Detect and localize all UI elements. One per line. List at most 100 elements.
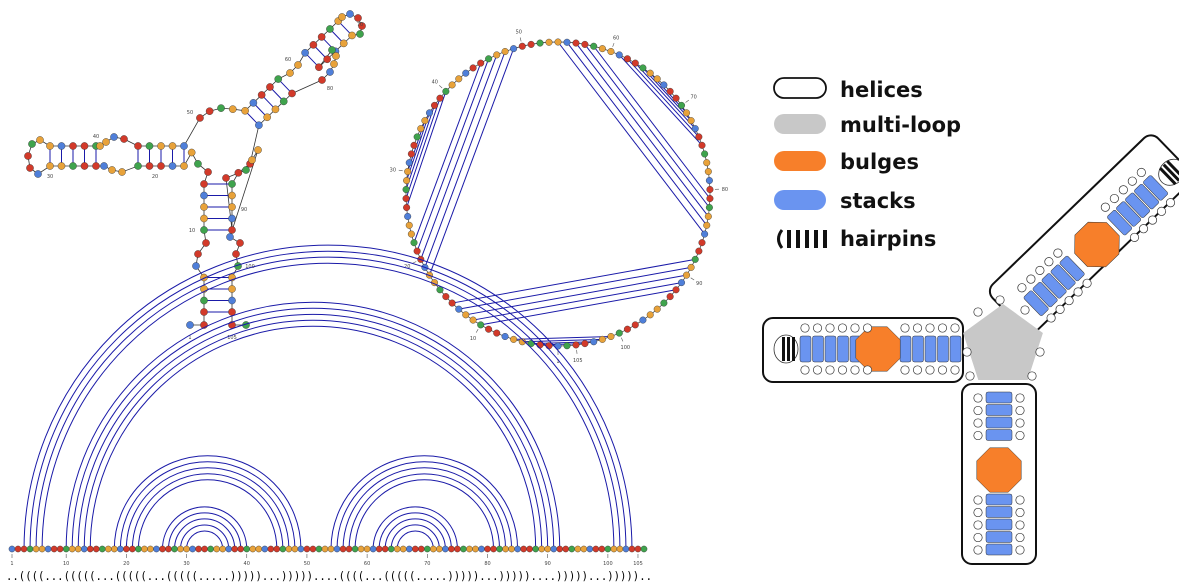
base-pair-chord (584, 44, 710, 208)
unpaired-nucleotide (973, 307, 983, 317)
nucleotide (493, 51, 501, 59)
base-pair-arc (89, 326, 537, 550)
nucleotide (607, 48, 615, 56)
unpaired-nucleotide (1044, 257, 1054, 267)
stack-segment (937, 335, 949, 363)
base-pair-chord (458, 266, 692, 310)
unpaired-nucleotide (1026, 274, 1036, 284)
nucleotide (563, 38, 571, 46)
nucleotide (510, 45, 518, 53)
nucleotide (358, 22, 366, 30)
legend-bulges-symbol (774, 151, 826, 171)
nucleotide (646, 311, 654, 319)
nucleotide (339, 39, 348, 48)
nucleotide (261, 545, 269, 553)
base-pair-arc (125, 467, 290, 550)
nucleotide (631, 321, 639, 329)
nucleotide (704, 168, 712, 176)
nucleotide (407, 230, 415, 238)
nucleotide (466, 545, 473, 553)
nucleotide (425, 109, 433, 117)
nucleotide (616, 545, 624, 553)
nucleotide (562, 545, 570, 553)
bulge-loop (855, 326, 901, 372)
unpaired-nucleotide (995, 295, 1005, 305)
unpaired-nucleotide (812, 323, 823, 333)
nucleotide (69, 142, 77, 150)
nucleotide (187, 148, 196, 157)
unpaired-nucleotide (1027, 371, 1037, 381)
nucleotide (309, 545, 317, 553)
nucleotide (123, 545, 130, 553)
nucleotide (493, 329, 501, 337)
nucleotide (598, 335, 606, 343)
unpaired-nucleotide (800, 323, 810, 333)
nucleotide (194, 160, 202, 168)
nucleotide (706, 185, 714, 193)
stack-segment (1023, 290, 1049, 316)
nucleotide (375, 545, 383, 553)
hairpin-stripe (1159, 167, 1177, 186)
tick-label: 80 (327, 86, 333, 92)
nucleotide (563, 342, 571, 350)
nucleotide (180, 162, 188, 170)
nucleotide (410, 141, 418, 149)
base-pair-arc (131, 473, 284, 550)
legend-hairpins-label: hairpins (840, 227, 936, 251)
tick-mark (690, 277, 695, 281)
stack-segment (985, 506, 1013, 518)
stack-segment (899, 335, 912, 363)
nucleotide (228, 296, 236, 305)
tick-label: 30 (47, 174, 53, 180)
nucleotide (236, 239, 244, 247)
base-pair-arc (119, 461, 296, 550)
nucleotide (80, 162, 89, 170)
unpaired-nucleotide (837, 323, 848, 333)
nucleotide (660, 299, 668, 307)
unpaired-nucleotide (973, 495, 983, 505)
unpaired-nucleotide (1053, 248, 1063, 258)
nucleotide (330, 60, 338, 68)
stack-segment (985, 391, 1013, 404)
helix-box-bottom (961, 383, 1037, 565)
nucleotide (56, 545, 64, 553)
nucleotide (26, 545, 34, 553)
unpaired-nucleotide (1136, 167, 1146, 178)
nucleotide (526, 545, 533, 553)
unpaired-nucleotide (1020, 305, 1030, 315)
nucleotide (442, 293, 450, 301)
nucleotide (102, 138, 110, 146)
nucleotide (356, 30, 364, 38)
nucleotide (205, 107, 214, 115)
nucleotide (46, 142, 54, 150)
nucleotide (520, 545, 527, 553)
nucleotide (26, 164, 34, 172)
tick-label: 1 (188, 335, 191, 341)
nucleotide (411, 545, 419, 553)
unpaired-nucleotide (1138, 224, 1149, 234)
nucleotide (34, 170, 42, 178)
nucleotide (120, 135, 128, 143)
nucleotide (339, 545, 347, 553)
nucleotide (285, 545, 293, 553)
nucleotide (695, 133, 703, 141)
stack-segment (985, 518, 1013, 531)
unpaired-nucleotide (825, 365, 835, 375)
nucleotide (387, 545, 395, 553)
nucleotide (32, 545, 40, 553)
base-pair-chord (406, 112, 430, 181)
unpaired-nucleotide (1015, 507, 1025, 518)
unpaired-nucleotide (1015, 405, 1025, 416)
nucleotide (496, 545, 503, 553)
unpaired-nucleotide (1073, 287, 1083, 297)
base-pair-arc (180, 524, 230, 550)
nucleotide (381, 545, 389, 553)
nucleotide (226, 233, 234, 241)
legend: helices multi-loop bulges stacks hairpin… (773, 77, 961, 251)
nucleotide (363, 545, 371, 553)
nucleotide (518, 338, 526, 346)
nucleotide (410, 239, 418, 247)
stack-segment (985, 404, 1013, 416)
nucleotide (695, 247, 703, 255)
nucleotide (436, 545, 443, 553)
